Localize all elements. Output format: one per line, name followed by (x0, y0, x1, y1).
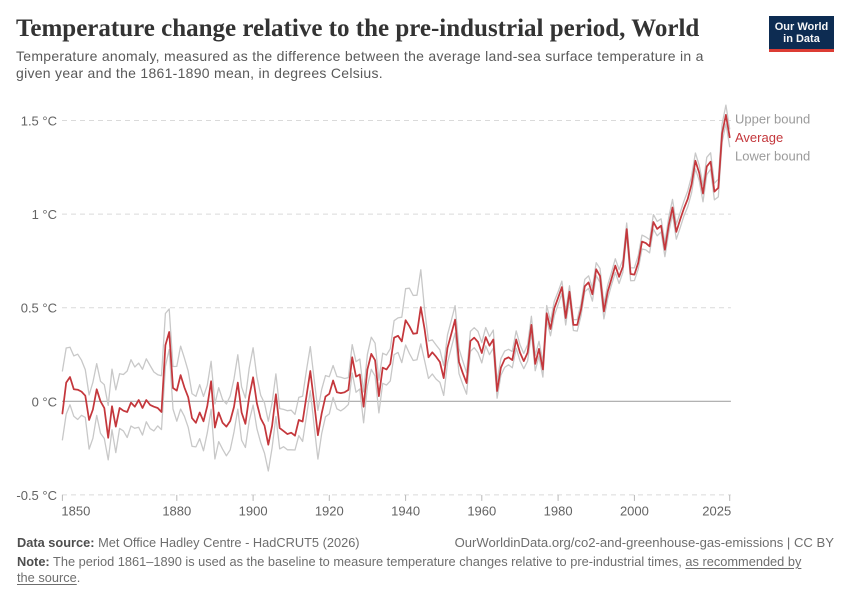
svg-text:2025: 2025 (702, 504, 731, 519)
svg-text:2000: 2000 (620, 504, 649, 519)
svg-text:1.5 °C: 1.5 °C (21, 114, 57, 129)
svg-text:1850: 1850 (61, 504, 90, 519)
svg-text:1960: 1960 (467, 504, 496, 519)
svg-text:1940: 1940 (391, 504, 420, 519)
svg-text:1900: 1900 (239, 504, 268, 519)
svg-text:1920: 1920 (315, 504, 344, 519)
svg-text:1 °C: 1 °C (32, 207, 57, 222)
svg-text:-0.5 °C: -0.5 °C (16, 488, 57, 503)
svg-text:Upper bound: Upper bound (735, 112, 810, 127)
svg-text:0 °C: 0 °C (32, 394, 57, 409)
svg-text:1880: 1880 (162, 504, 191, 519)
svg-text:Lower bound: Lower bound (735, 149, 810, 164)
svg-text:1980: 1980 (544, 504, 573, 519)
svg-text:0.5 °C: 0.5 °C (21, 301, 57, 316)
svg-text:Average: Average (735, 130, 783, 145)
